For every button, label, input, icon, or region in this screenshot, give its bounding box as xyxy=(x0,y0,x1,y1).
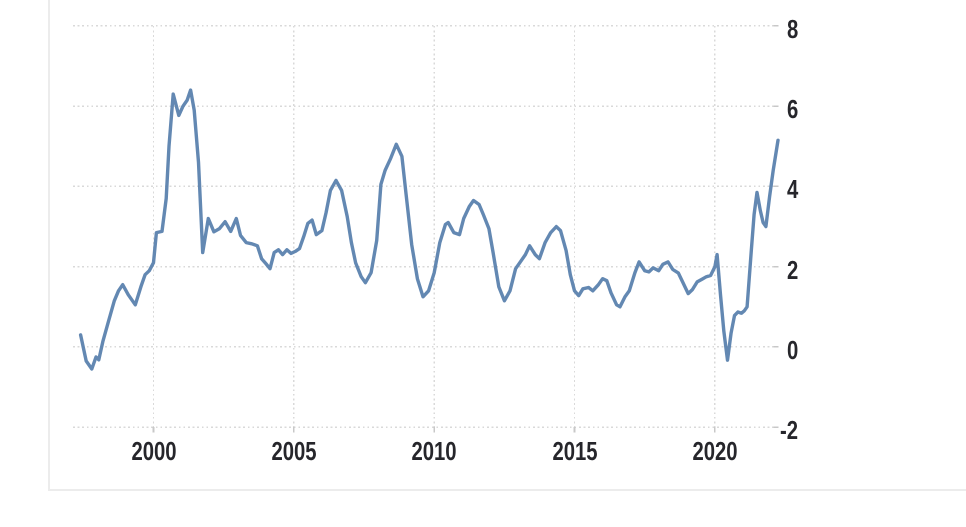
y-axis-tick-label: -2 xyxy=(780,415,799,445)
y-axis-tick-label: 6 xyxy=(787,94,799,124)
x-axis-tick-label: 2010 xyxy=(411,436,457,466)
x-axis-tick-label: 2015 xyxy=(552,436,598,466)
series-polyline xyxy=(78,88,780,371)
y-axis-tick-label: 0 xyxy=(787,335,799,365)
x-axis-tick-label: 2000 xyxy=(131,436,177,466)
axis-tick-marks xyxy=(152,25,779,433)
panel-border-bottom xyxy=(48,489,966,491)
panel-border-left xyxy=(48,0,50,490)
x-axis-tick-label: 2020 xyxy=(692,436,738,466)
series-line xyxy=(78,88,780,371)
y-axis-tick-label: 8 xyxy=(787,14,799,44)
y-axis-tick-label: 2 xyxy=(787,255,799,285)
horizontal-gridlines xyxy=(73,25,778,428)
x-axis-tick-label: 2005 xyxy=(271,436,317,466)
y-axis-tick-label: 4 xyxy=(787,174,799,204)
